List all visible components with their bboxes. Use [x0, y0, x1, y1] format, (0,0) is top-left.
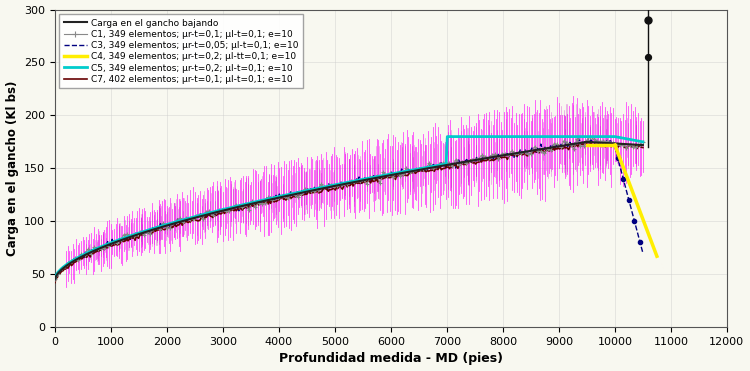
Legend: Carga en el gancho bajando, C1, 349 elementos; μr-t=0,1; μl-t=0,1; e=10, C3, 349: Carga en el gancho bajando, C1, 349 elem…	[59, 14, 303, 88]
X-axis label: Profundidad medida - MD (pies): Profundidad medida - MD (pies)	[279, 352, 503, 365]
Point	[643, 54, 655, 60]
Point	[643, 17, 655, 23]
Y-axis label: Carga en el gancho (Kl bs): Carga en el gancho (Kl bs)	[5, 81, 19, 256]
